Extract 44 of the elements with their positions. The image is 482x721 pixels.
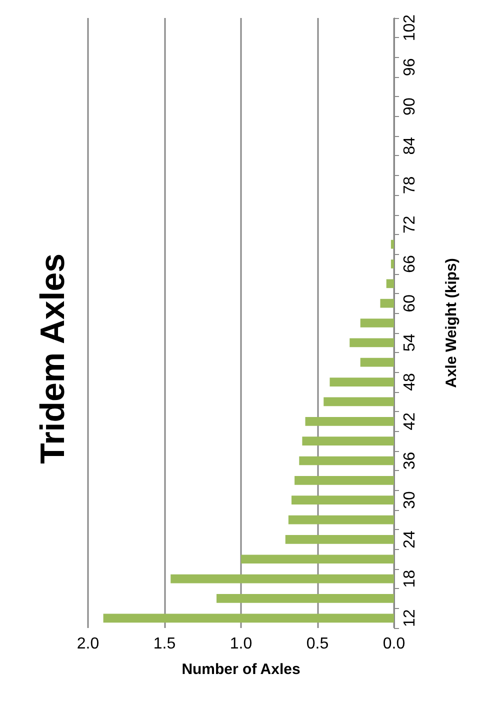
bar xyxy=(103,614,394,623)
text: Tridem Axles xyxy=(34,253,72,464)
bar xyxy=(294,476,394,485)
y-tick-label: 72 xyxy=(402,216,418,234)
y-tick-label: 90 xyxy=(402,98,418,116)
bar xyxy=(170,574,394,584)
bar xyxy=(360,358,394,367)
bar xyxy=(390,260,394,268)
y-tick-label: 18 xyxy=(402,570,418,588)
bar xyxy=(380,298,394,308)
y-tick-label: 36 xyxy=(402,452,418,470)
y-axis-title: Axle Weight (kips) xyxy=(443,258,460,388)
bar xyxy=(302,436,394,446)
bar xyxy=(291,496,394,505)
bar xyxy=(216,594,394,603)
bar xyxy=(285,535,394,544)
bar xyxy=(288,515,394,524)
y-tick-label: 66 xyxy=(402,254,418,273)
y-tick-label: 96 xyxy=(402,58,418,76)
bar xyxy=(241,554,394,564)
y-tick-label: 84 xyxy=(402,136,418,155)
y-tick-label: 102 xyxy=(402,14,418,42)
bar xyxy=(350,338,394,348)
y-tick-label: 24 xyxy=(402,530,418,548)
bar xyxy=(305,416,394,426)
x-tick-label: 0.5 xyxy=(306,636,329,652)
y-tick-label: 54 xyxy=(402,334,418,352)
x-tick-label: 1.5 xyxy=(153,636,176,652)
y-tick-label: 12 xyxy=(402,609,418,628)
y-tick-label: 48 xyxy=(402,373,418,391)
x-tick-label: 0.0 xyxy=(382,636,406,652)
x-axis-title: Number of Axles xyxy=(182,661,300,678)
bar xyxy=(390,240,394,249)
x-tick-label: 1.0 xyxy=(230,636,252,652)
y-tick-label: 30 xyxy=(402,491,418,509)
x-tick-label: 2.0 xyxy=(76,636,100,652)
bar xyxy=(330,378,394,386)
bar xyxy=(386,279,394,288)
y-tick-label: 42 xyxy=(402,412,418,430)
bar xyxy=(360,318,394,328)
bar xyxy=(299,456,394,466)
y-tick-label: 60 xyxy=(402,294,418,312)
y-tick-label: 78 xyxy=(402,176,418,194)
bar xyxy=(324,397,394,406)
